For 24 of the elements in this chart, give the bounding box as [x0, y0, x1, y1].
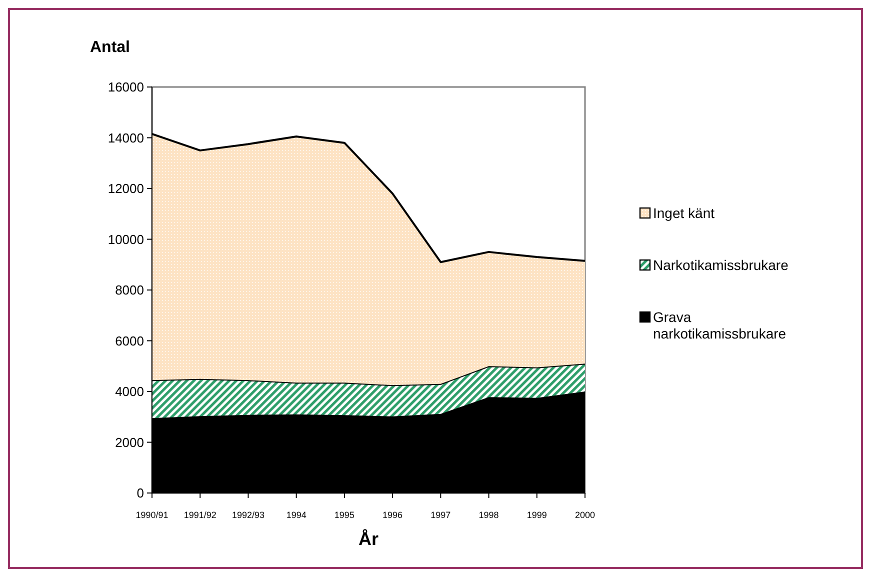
- x-tick-label: 2000: [574, 510, 596, 520]
- y-tick-label: 8000: [115, 282, 144, 298]
- x-tick-label: 1998: [478, 510, 499, 520]
- y-tick-label: 10000: [108, 232, 144, 247]
- x-tick-label: 1997: [430, 510, 451, 520]
- legend-label: Grava narkotikamissbrukare: [653, 308, 786, 342]
- y-tick-label: 2000: [115, 434, 144, 450]
- x-tick-label: 1999: [526, 510, 547, 520]
- y-tick-label: 0: [136, 486, 144, 501]
- legend-label: Narkotikamissbrukare: [653, 256, 789, 273]
- x-tick-label: 1991/92: [184, 510, 216, 520]
- y-tick-label: 4000: [115, 384, 144, 400]
- y-tick-label: 6000: [115, 333, 144, 348]
- x-tick-label: 1995: [334, 510, 354, 520]
- legend-label: Inget känt: [653, 204, 715, 221]
- y-tick-label: 12000: [108, 181, 144, 196]
- y-tick-label: 14000: [108, 130, 144, 146]
- x-tick-label: 1996: [382, 510, 403, 520]
- y-tick-label: 16000: [108, 80, 144, 95]
- x-tick-label: 1992/93: [232, 510, 264, 520]
- x-tick-label: 1990/91: [136, 510, 168, 520]
- x-axis-title: År: [358, 529, 379, 549]
- y-axis-title: Antal: [90, 39, 130, 56]
- x-tick-label: 1994: [286, 510, 306, 520]
